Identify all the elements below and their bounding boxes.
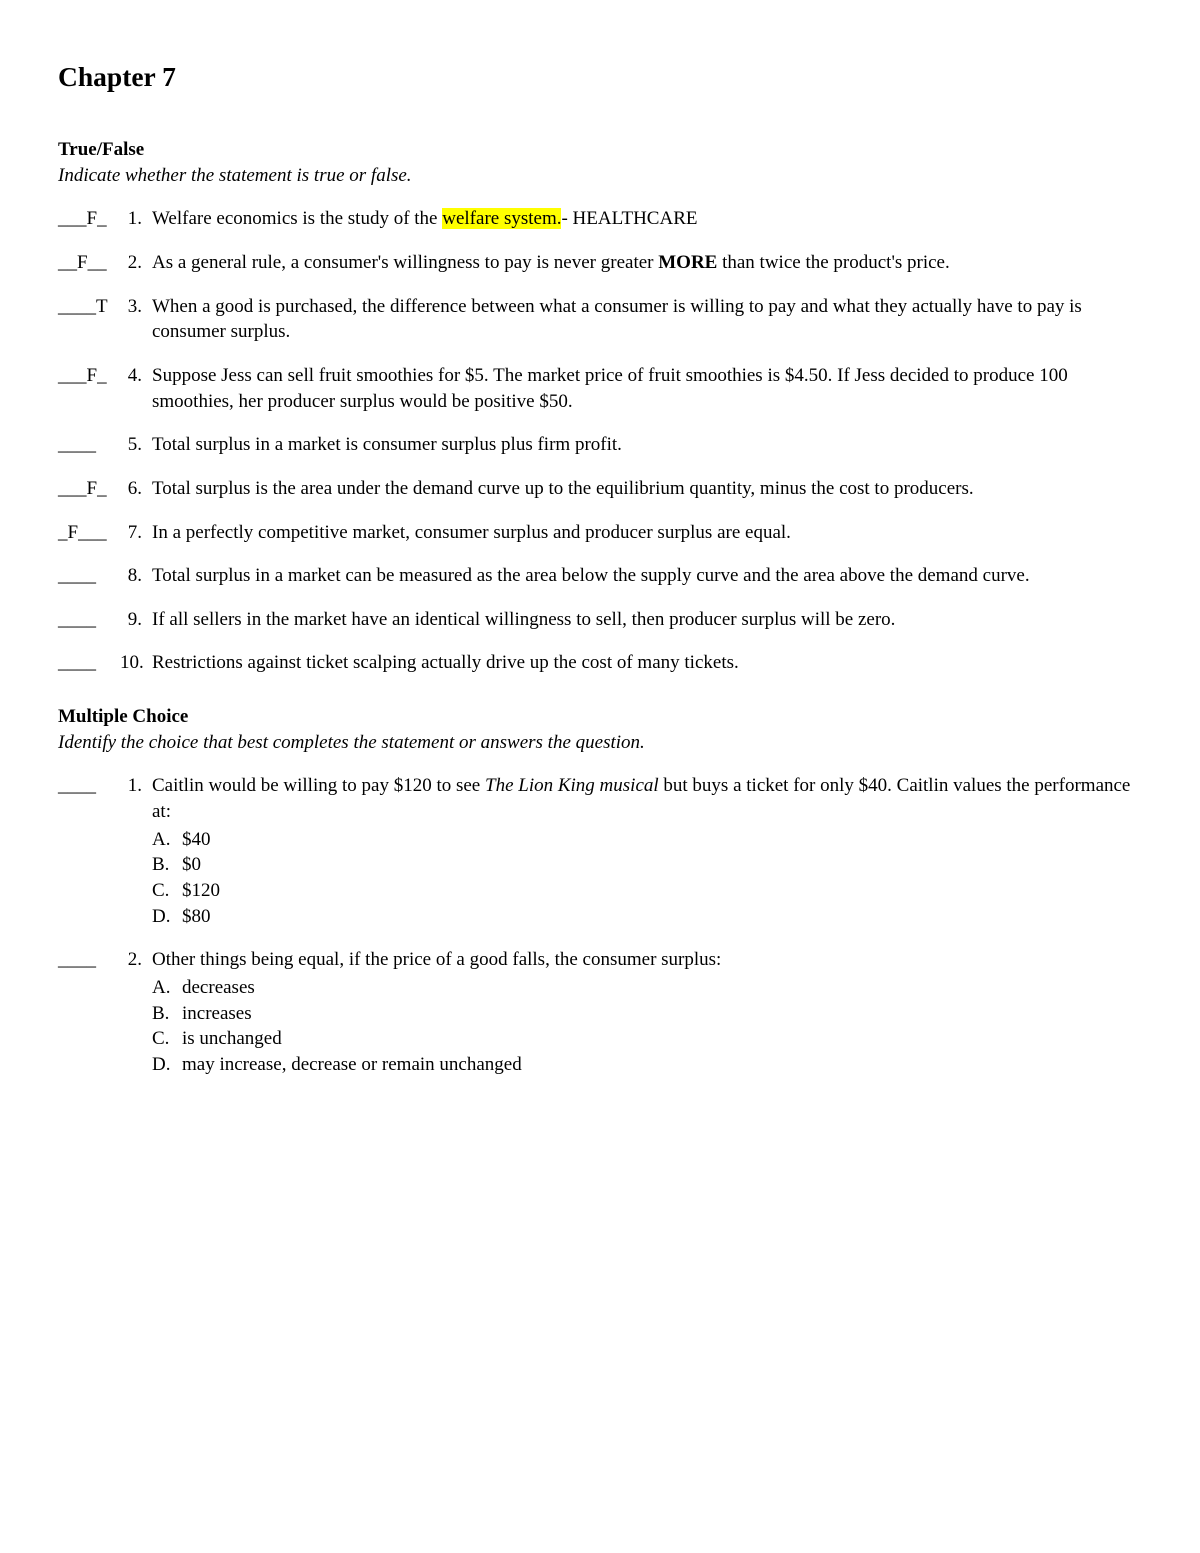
answer-blank[interactable]: _F___: [58, 520, 120, 546]
tf-question: ___F_ 6. Total surplus is the area under…: [58, 476, 1140, 502]
bold-text: MORE: [658, 252, 717, 273]
tf-question: ____T 3. When a good is purchased, the d…: [58, 294, 1140, 345]
answer-blank[interactable]: ____: [58, 607, 120, 633]
choice-letter: B.: [152, 852, 182, 878]
choice-letter: C.: [152, 878, 182, 904]
multiple-choice-section: Multiple Choice Identify the choice that…: [58, 704, 1140, 1077]
choice-text: decreases: [182, 975, 1140, 1001]
answer-blank[interactable]: ____T: [58, 294, 120, 320]
text-pre: Caitlin would be willing to pay $120 to …: [152, 775, 485, 796]
choice-letter: C.: [152, 1026, 182, 1052]
question-number: 3.: [120, 294, 152, 320]
question-number: 9.: [120, 607, 152, 633]
question-number: 6.: [120, 476, 152, 502]
question-text: In a perfectly competitive market, consu…: [152, 520, 1140, 546]
tf-question: ___F_ 4. Suppose Jess can sell fruit smo…: [58, 363, 1140, 414]
text-post: - HEALTHCARE: [561, 208, 697, 229]
question-text: Total surplus in a market can be measure…: [152, 563, 1140, 589]
tf-question: ____ 9. If all sellers in the market hav…: [58, 607, 1140, 633]
question-text: Total surplus is the area under the dema…: [152, 476, 1140, 502]
question-text: Suppose Jess can sell fruit smoothies fo…: [152, 363, 1140, 414]
question-number: 8.: [120, 563, 152, 589]
question-number: 2.: [120, 947, 152, 973]
mc-section-instruction: Identify the choice that best completes …: [58, 730, 1140, 756]
choice-text: $0: [182, 852, 1140, 878]
question-text: Other things being equal, if the price o…: [152, 947, 1140, 1077]
question-text: As a general rule, a consumer's willingn…: [152, 250, 1140, 276]
tf-question: ____ 10. Restrictions against ticket sca…: [58, 650, 1140, 676]
choice-text: $120: [182, 878, 1140, 904]
text-pre: As a general rule, a consumer's willingn…: [152, 252, 658, 273]
question-text: Caitlin would be willing to pay $120 to …: [152, 773, 1140, 929]
choices-list: A. decreases B. increases C. is unchange…: [152, 975, 1140, 1078]
choice-letter: A.: [152, 975, 182, 1001]
answer-blank[interactable]: ____: [58, 947, 120, 973]
answer-blank[interactable]: __F__: [58, 250, 120, 276]
question-number: 1.: [120, 206, 152, 232]
answer-blank[interactable]: ___F_: [58, 206, 120, 232]
question-number: 1.: [120, 773, 152, 799]
answer-blank[interactable]: ___F_: [58, 476, 120, 502]
choice-option[interactable]: B. increases: [152, 1001, 1140, 1027]
choice-option[interactable]: A. $40: [152, 827, 1140, 853]
question-text: Welfare economics is the study of the we…: [152, 206, 1140, 232]
tf-section-title: True/False: [58, 137, 1140, 163]
question-text: When a good is purchased, the difference…: [152, 294, 1140, 345]
choice-option[interactable]: C. $120: [152, 878, 1140, 904]
question-number: 7.: [120, 520, 152, 546]
mc-question: ____ 2. Other things being equal, if the…: [58, 947, 1140, 1077]
answer-blank[interactable]: ___F_: [58, 363, 120, 389]
choice-option[interactable]: A. decreases: [152, 975, 1140, 1001]
mc-question: ____ 1. Caitlin would be willing to pay …: [58, 773, 1140, 929]
question-number: 4.: [120, 363, 152, 389]
true-false-section: True/False Indicate whether the statemen…: [58, 137, 1140, 676]
choice-option[interactable]: C. is unchanged: [152, 1026, 1140, 1052]
question-number: 10.: [120, 650, 152, 676]
question-text: If all sellers in the market have an ide…: [152, 607, 1140, 633]
tf-question: ___F_ 1. Welfare economics is the study …: [58, 206, 1140, 232]
answer-blank[interactable]: ____: [58, 563, 120, 589]
tf-question: ____ 8. Total surplus in a market can be…: [58, 563, 1140, 589]
text: Other things being equal, if the price o…: [152, 949, 721, 970]
chapter-title: Chapter 7: [58, 58, 1140, 95]
choice-text: $80: [182, 904, 1140, 930]
question-number: 5.: [120, 432, 152, 458]
question-text: Total surplus in a market is consumer su…: [152, 432, 1140, 458]
tf-question: _F___ 7. In a perfectly competitive mark…: [58, 520, 1140, 546]
italic-text: The Lion King musical: [485, 775, 659, 796]
choice-text: $40: [182, 827, 1140, 853]
choice-letter: B.: [152, 1001, 182, 1027]
choice-letter: D.: [152, 904, 182, 930]
choice-option[interactable]: D. $80: [152, 904, 1140, 930]
question-text: Restrictions against ticket scalping act…: [152, 650, 1140, 676]
choice-option[interactable]: B. $0: [152, 852, 1140, 878]
answer-blank[interactable]: ____: [58, 650, 120, 676]
question-number: 2.: [120, 250, 152, 276]
choice-text: increases: [182, 1001, 1140, 1027]
tf-question: __F__ 2. As a general rule, a consumer's…: [58, 250, 1140, 276]
tf-section-instruction: Indicate whether the statement is true o…: [58, 163, 1140, 189]
choice-letter: D.: [152, 1052, 182, 1078]
tf-question: ____ 5. Total surplus in a market is con…: [58, 432, 1140, 458]
text-pre: Welfare economics is the study of the: [152, 208, 442, 229]
choice-text: may increase, decrease or remain unchang…: [182, 1052, 1140, 1078]
mc-section-title: Multiple Choice: [58, 704, 1140, 730]
choice-letter: A.: [152, 827, 182, 853]
choice-option[interactable]: D. may increase, decrease or remain unch…: [152, 1052, 1140, 1078]
text-post: than twice the product's price.: [717, 252, 949, 273]
choices-list: A. $40 B. $0 C. $120 D. $80: [152, 827, 1140, 930]
answer-blank[interactable]: ____: [58, 432, 120, 458]
answer-blank[interactable]: ____: [58, 773, 120, 799]
choice-text: is unchanged: [182, 1026, 1140, 1052]
highlighted-text: welfare system.: [442, 208, 561, 229]
